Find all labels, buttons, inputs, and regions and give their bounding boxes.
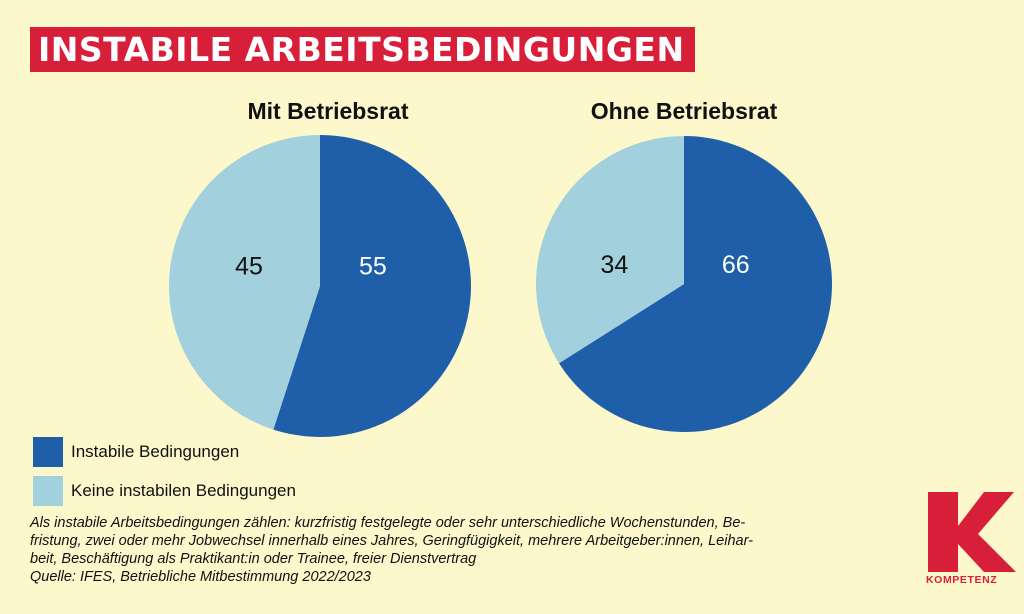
pie-label-1-0: 66: [722, 251, 750, 279]
pie-slice-1-1: [536, 136, 684, 364]
footnote-line: beit, Beschäftigung als Praktikant:in od…: [30, 551, 477, 567]
footnote-line: Als instabile Arbeitsbedingungen zählen:…: [30, 515, 746, 531]
pie-label-1-1: 34: [601, 251, 629, 279]
footnote-line: fristung, zwei oder mehr Jobwechsel inne…: [30, 533, 753, 549]
footnote-source: Quelle: IFES, Betriebliche Mitbestimmung…: [30, 569, 371, 585]
pie-title-mit-betriebsrat: Mit Betriebsrat: [247, 98, 409, 124]
pie-slice-0-0: [273, 135, 472, 437]
page-title: INSTABILE ARBEITSBEDINGUNGEN: [30, 27, 695, 72]
pie-slice-1-0: [559, 136, 832, 433]
k-logo-icon: [928, 492, 1016, 572]
pie-title-ohne-betriebsrat: Ohne Betriebsrat: [590, 98, 778, 124]
logo-text: KOMPETENZ: [926, 574, 998, 586]
legend-label-instabil: Instabile Bedingungen: [71, 442, 240, 461]
pie-slice-0-1: [169, 135, 320, 430]
pie-label-0-1: 45: [235, 252, 263, 280]
footnote: Als instabile Arbeitsbedingungen zählen:…: [30, 514, 890, 586]
legend-swatch-instabil: [33, 437, 63, 467]
legend-swatch-keine: [33, 476, 63, 506]
pie-label-0-0: 55: [359, 252, 387, 280]
legend-label-keine: Keine instabilen Bedingungen: [71, 481, 296, 500]
